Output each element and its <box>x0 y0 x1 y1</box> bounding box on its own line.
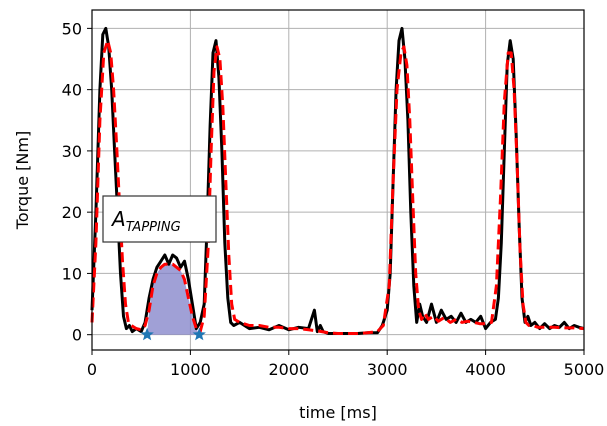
x-tick-label: 3000 <box>367 360 408 379</box>
tapping-area-layer <box>147 264 200 335</box>
annotation-sub: TAPPING <box>126 220 181 235</box>
x-tick-label: 2000 <box>268 360 309 379</box>
series-layer <box>90 26 585 335</box>
x-axis-label: time [ms] <box>299 403 377 422</box>
tapping-boundary-marker <box>192 327 206 341</box>
y-tick-label: 50 <box>62 19 82 38</box>
svg-text:ATAPPING: ATAPPING <box>110 207 181 235</box>
x-tick-label: 5000 <box>564 360 605 379</box>
y-tick-label: 30 <box>62 142 82 161</box>
x-tick-label: 4000 <box>465 360 506 379</box>
annotation-base: A <box>110 207 126 231</box>
marker-layer <box>140 327 206 341</box>
x-tick-label: 0 <box>87 360 97 379</box>
tapping-boundary-marker <box>140 327 154 341</box>
fitted-torque-line <box>90 39 585 335</box>
y-tick-label: 10 <box>62 264 82 283</box>
y-axis-label: Torque [Nm] <box>13 131 32 230</box>
plot-frame <box>91 9 585 351</box>
axis-ticks: 0 1000 2000 3000 4000 5000 0 10 20 30 40 50 <box>62 19 605 379</box>
x-tick-label: 1000 <box>170 360 211 379</box>
y-tick-label: 20 <box>62 203 82 222</box>
tapping-area <box>147 264 200 335</box>
annotation-box: ATAPPING <box>102 195 217 243</box>
y-tick-label: 40 <box>62 81 82 100</box>
y-tick-label: 0 <box>72 326 82 345</box>
